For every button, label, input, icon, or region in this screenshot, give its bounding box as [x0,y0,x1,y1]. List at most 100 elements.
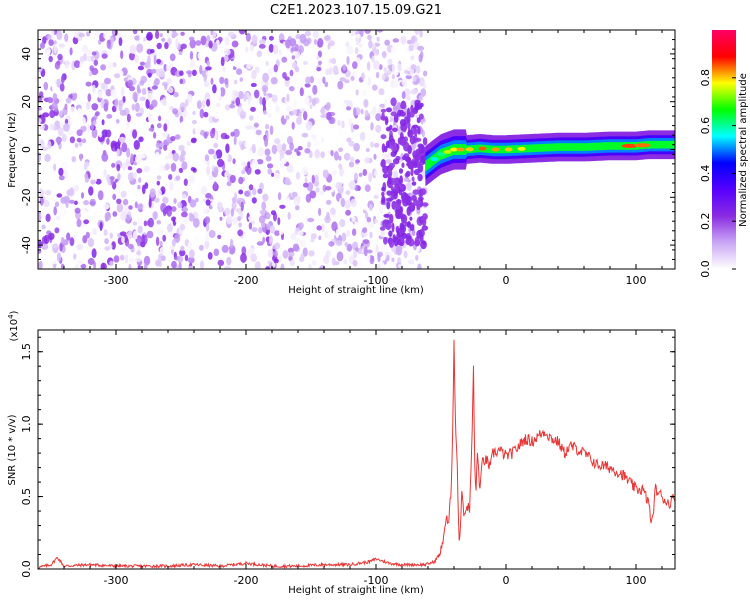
noise-cell [287,212,291,220]
noise-cell [299,33,307,44]
noise-cell [224,97,228,106]
noise-cell [43,234,50,245]
noise-cell [333,151,339,161]
noise-cell [206,99,211,107]
noise-cell [412,75,417,82]
noise-cell [41,224,46,230]
noise-cell [341,232,347,242]
noise-cell [403,177,410,183]
noise-cell [289,259,295,267]
noise-cell [250,82,257,88]
noise-cell [109,260,114,267]
noise-cell [348,161,355,168]
noise-cell [38,118,42,124]
noise-cell [217,259,225,267]
noise-cell [49,109,56,119]
noise-cell [135,112,143,117]
snr-series [38,339,675,569]
snr-x-tick-label: 100 [626,574,647,587]
noise-cell [180,245,185,252]
noise-cell [99,231,105,241]
noise-cell [110,175,114,186]
noise-cell [156,220,162,225]
noise-cell [150,49,155,54]
noise-cell [304,148,311,154]
noise-cell [285,180,292,186]
noise-cell [318,60,322,65]
noise-cell [262,72,269,83]
noise-cell [363,99,369,108]
noise-cell [127,166,133,171]
noise-cell [162,196,169,204]
noise-cell [57,127,64,137]
noise-cell [364,30,371,34]
noise-cell [374,142,380,148]
noise-cell [215,102,221,108]
noise-cell [335,240,343,246]
noise-cell [410,88,418,95]
noise-cell [213,248,220,257]
noise-cell [231,40,239,48]
noise-cell [143,165,150,173]
noise-cell [139,61,146,66]
noise-cell [391,222,395,233]
noise-cell [238,222,242,228]
noise-cell [144,61,151,69]
noise-cell [258,215,266,224]
noise-cell [68,199,75,204]
noise-cell [146,92,153,101]
noise-cell [78,32,85,38]
noise-cell [110,36,114,46]
noise-cell [191,69,197,77]
noise-cell [128,85,136,92]
noise-cell [397,137,401,145]
noise-cell [181,161,188,171]
noise-cell [331,221,338,232]
noise-cell [338,147,344,153]
noise-cell [167,57,171,67]
noise-cell [172,152,179,162]
noise-cell [177,255,184,263]
noise-cell [238,263,243,269]
noise-cell [251,34,258,45]
noise-cell [350,123,355,133]
noise-cell [205,199,211,206]
noise-cell [412,107,419,114]
noise-cell [120,50,124,60]
noise-cell [232,158,236,165]
noise-cell [260,221,266,228]
noise-cell [382,173,388,179]
noise-cell [203,80,210,88]
noise-cell [190,239,198,245]
noise-cell [181,193,187,200]
noise-cell [63,195,70,204]
noise-cell [359,131,366,141]
noise-cell [282,157,287,165]
noise-cell [418,53,423,63]
noise-cell [245,125,253,130]
noise-cell [384,98,388,108]
noise-cell [123,204,130,214]
noise-cell [137,265,141,269]
noise-cell [241,161,248,167]
noise-cell [353,142,360,152]
noise-cell [327,42,331,50]
noise-cell [180,43,187,50]
noise-cell [376,186,380,197]
noise-cell [304,205,311,212]
noise-cell [269,125,274,135]
noise-cell [148,197,152,208]
noise-cell [77,259,84,266]
noise-cell [186,70,193,75]
noise-cell [386,107,392,113]
noise-cell [257,188,263,194]
noise-cell [312,84,318,95]
noise-cell [56,252,62,262]
noise-cell [371,55,375,63]
noise-cell [51,244,58,248]
spectrogram-x-axis-label: Height of straight line (km) [288,285,424,296]
noise-cell [336,251,344,262]
noise-cell [254,89,260,99]
noise-cell [177,201,183,209]
noise-cell [422,30,427,40]
